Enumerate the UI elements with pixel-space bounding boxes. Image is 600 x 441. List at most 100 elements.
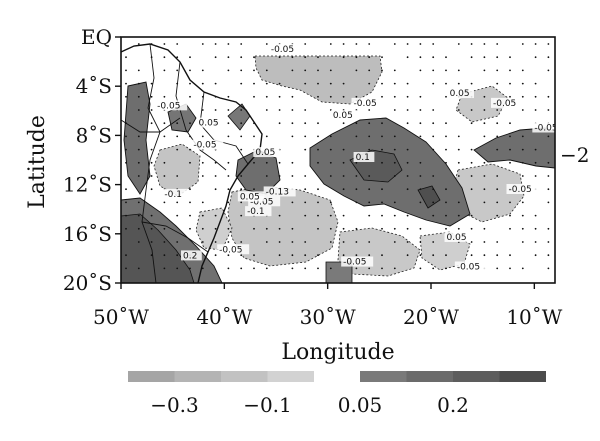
stipple-dot — [445, 122, 447, 125]
colorbar-negative-swatch — [174, 371, 221, 382]
stipple-dot — [355, 227, 358, 230]
stipple-dot — [240, 188, 243, 191]
stipple-dot — [304, 122, 307, 125]
stipple-dot — [547, 241, 550, 243]
stipple-dot — [163, 267, 166, 270]
stipple-dot — [445, 135, 447, 138]
stipple-dot — [137, 161, 140, 164]
stipple-dot — [534, 254, 537, 257]
stipple-dot — [189, 135, 191, 138]
stipple-dot — [355, 95, 358, 98]
stipple-dot — [547, 43, 550, 45]
stipple-dot — [445, 214, 447, 217]
stipple-dot — [214, 109, 217, 111]
stipple-dot — [521, 148, 524, 151]
stipple-dot — [393, 214, 396, 217]
stipple-dot — [291, 201, 294, 204]
stipple-dot — [445, 254, 447, 257]
stipple-dot — [329, 227, 332, 230]
stipple-dot — [419, 43, 422, 45]
stipple-dot — [163, 69, 166, 72]
stipple-dot — [240, 122, 243, 125]
stipple-dot — [419, 122, 422, 125]
map-plot-area: -0.05-0.050.05-0.050.05-0.1 -0.13-0.05-0.… — [120, 36, 556, 284]
stipple-dot — [509, 95, 511, 98]
stipple-dot — [227, 254, 230, 257]
stipple-dot — [445, 161, 447, 164]
stipple-dot — [176, 267, 179, 270]
stipple-dot — [419, 241, 422, 243]
stipple-dot — [304, 241, 307, 243]
stipple-dot — [521, 214, 524, 217]
stipple-dot — [483, 109, 486, 111]
stipple-dot — [176, 135, 179, 138]
stipple-dot — [393, 109, 396, 111]
stipple-dot — [304, 201, 307, 204]
stipple-dot — [125, 267, 127, 270]
contour-label: 0.05 — [240, 192, 260, 202]
stipple-dot — [240, 254, 243, 257]
colorbar-positive-swatch — [499, 371, 546, 382]
stipple-dot — [137, 109, 140, 111]
stipple-dot — [432, 43, 435, 45]
stipple-dot — [381, 254, 383, 257]
contour-label: -0.05 — [193, 141, 216, 151]
stipple-dot — [355, 267, 358, 270]
contour-label-background — [196, 117, 223, 128]
stipple-dot — [317, 188, 319, 191]
stipple-dot — [521, 161, 524, 164]
stipple-dot — [457, 175, 460, 177]
stipple-dot — [291, 227, 294, 230]
stipple-dot — [176, 82, 179, 85]
stipple-dot — [125, 227, 127, 230]
stipple-dot — [189, 148, 191, 151]
country-boundary — [141, 43, 161, 283]
colorbar-positive-swatch — [453, 371, 500, 382]
stipple-dot — [240, 241, 243, 243]
stipple-dot — [304, 214, 307, 217]
stipple-dot — [470, 254, 473, 257]
stipple-dot — [240, 175, 243, 177]
stipple-dot — [393, 161, 396, 164]
stipple-dot — [445, 201, 447, 204]
stipple-dot — [291, 135, 294, 138]
stipple-dot — [163, 175, 166, 177]
stipple-dot — [368, 56, 371, 59]
stipple-dot — [496, 201, 499, 204]
stipple-dot — [483, 161, 486, 164]
stipple-dot — [189, 214, 191, 217]
stipple-dot — [278, 109, 281, 111]
contour-label-background — [245, 206, 272, 217]
stipple-dot — [432, 69, 435, 72]
stipple-dot — [227, 241, 230, 243]
stipple-dot — [457, 69, 460, 72]
stipple-dot — [317, 267, 319, 270]
contour-label-background — [155, 100, 188, 111]
stipple-dot — [534, 82, 537, 85]
stipple-dot — [368, 148, 371, 151]
stipple-dot — [317, 82, 319, 85]
stipple-dot — [368, 122, 371, 125]
stipple-dot — [189, 267, 191, 270]
stipple-dot — [329, 69, 332, 72]
stipple-dot — [137, 227, 140, 230]
stipple-dot — [483, 43, 486, 45]
stipple-dot — [368, 43, 371, 45]
stipple-dot — [265, 82, 268, 85]
stipple-dot — [445, 188, 447, 191]
stipple-dot — [483, 69, 486, 72]
stipple-dot — [214, 95, 217, 98]
stipple-dot — [406, 148, 409, 151]
stipple-dot — [253, 95, 255, 98]
negative-anomaly-region — [254, 55, 383, 105]
stipple-dot — [509, 148, 511, 151]
stipple-dot — [265, 175, 268, 177]
negative-anomaly-region — [451, 163, 525, 223]
stipple-dot — [125, 56, 127, 59]
stipple-dot — [547, 109, 550, 111]
contour-label-background — [237, 191, 265, 202]
stipple-dot — [483, 95, 486, 98]
stipple-dot — [521, 69, 524, 72]
stipple-dot — [483, 122, 486, 125]
stipple-dot — [253, 69, 255, 72]
